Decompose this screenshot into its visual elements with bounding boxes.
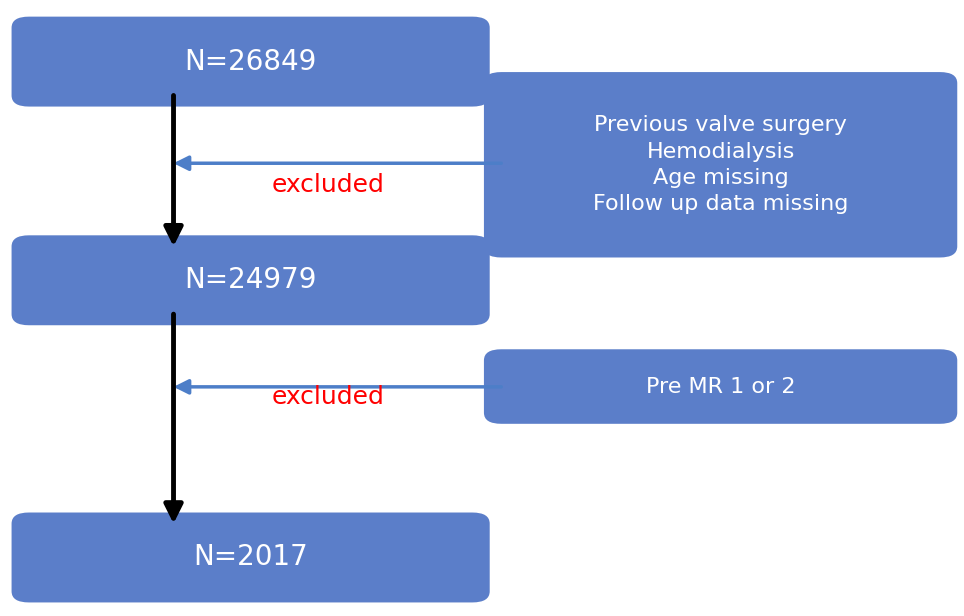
Text: N=24979: N=24979 [184,266,317,294]
Text: N=26849: N=26849 [184,47,317,76]
FancyBboxPatch shape [12,17,490,107]
FancyBboxPatch shape [12,235,490,325]
FancyBboxPatch shape [484,349,957,424]
FancyBboxPatch shape [12,513,490,602]
Text: excluded: excluded [271,173,385,197]
Text: N=2017: N=2017 [193,543,308,572]
Text: Pre MR 1 or 2: Pre MR 1 or 2 [646,376,795,397]
FancyBboxPatch shape [484,72,957,257]
Text: Previous valve surgery
Hemodialysis
Age missing
Follow up data missing: Previous valve surgery Hemodialysis Age … [593,115,848,214]
Text: excluded: excluded [271,386,385,409]
